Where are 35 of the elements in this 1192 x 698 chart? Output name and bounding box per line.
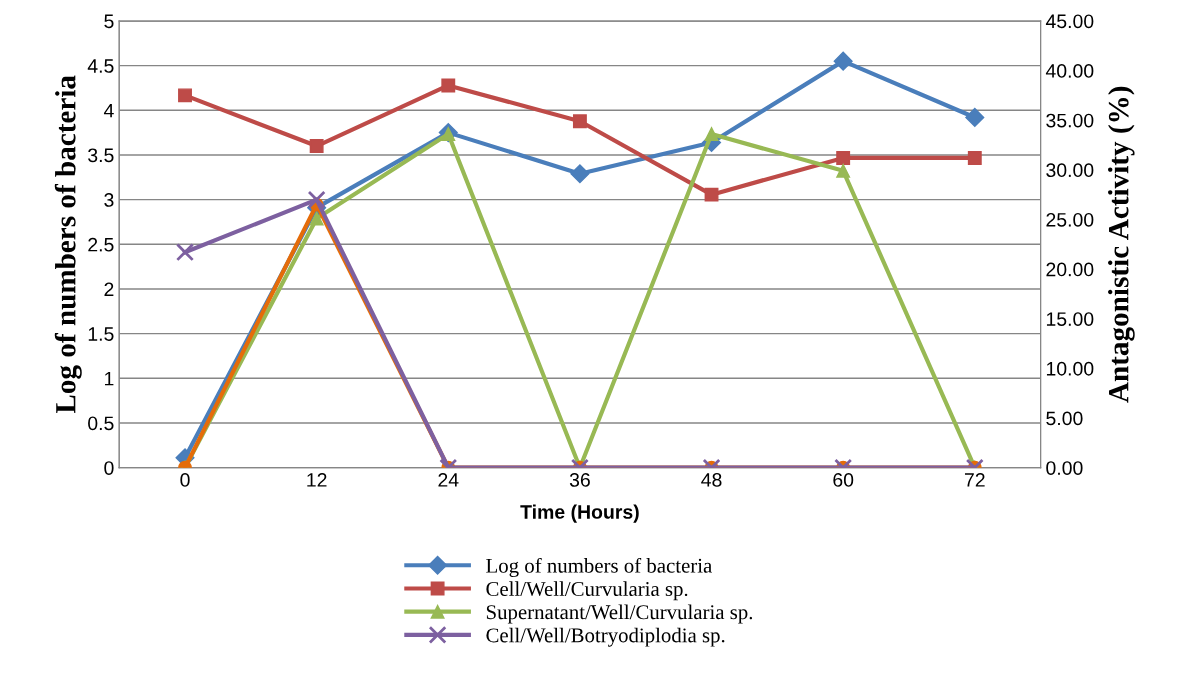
- y-tick-label: 4.5: [87, 59, 114, 73]
- y2-tick-label: 5.00: [1046, 411, 1083, 426]
- y2-tick-label: 15.00: [1046, 312, 1094, 326]
- legend-label: Supernatant/Well/Curvularia sp.: [486, 604, 753, 624]
- x-tick-label: 0: [180, 473, 190, 487]
- y-tick-label: 2.5: [88, 237, 114, 252]
- y2-tick-label: 40.00: [1045, 64, 1094, 78]
- x-tick-label: 48: [701, 473, 722, 487]
- legend-label: Cell/Well/Curvularia sp.: [486, 581, 688, 601]
- y-tick-label: 3.5: [88, 148, 114, 163]
- legend-label: Log of numbers of bacteria: [486, 557, 712, 578]
- x-tick-label: 36: [569, 473, 590, 487]
- x-tick-label: 72: [964, 473, 985, 487]
- legend-label: Cell/Well/Botryodiplodia sp.: [486, 627, 725, 647]
- y2-tick-label: 45.00: [1045, 14, 1094, 29]
- x-tick-label: 12: [307, 473, 327, 487]
- y-tick-label: 1.5: [88, 327, 114, 341]
- y-tick-label: 1: [105, 371, 114, 386]
- x-tick-label: 60: [833, 473, 854, 487]
- y2-tick-label: 0.00: [1046, 461, 1083, 475]
- y-axis-title: Log of numbers of bacteria: [54, 75, 82, 414]
- y2-axis-title: Antagonistic Activity (%): [1108, 86, 1135, 403]
- y-tick-label: 0: [104, 461, 114, 475]
- y-tick-label: 2: [104, 282, 114, 297]
- y2-tick-label: 10.00: [1046, 361, 1094, 376]
- y2-tick-label: 25.00: [1046, 212, 1094, 227]
- y-tick-label: 4: [103, 103, 114, 118]
- y-tick-label: 0.5: [88, 416, 114, 431]
- y2-tick-label: 35.00: [1046, 113, 1094, 128]
- x-axis-title: Time (Hours): [520, 504, 639, 523]
- y2-tick-label: 20.00: [1046, 262, 1094, 277]
- y-tick-label: 5: [104, 14, 114, 29]
- x-tick-label: 24: [438, 473, 459, 487]
- y2-tick-label: 30.00: [1046, 163, 1094, 178]
- y-tick-label: 3: [104, 193, 114, 207]
